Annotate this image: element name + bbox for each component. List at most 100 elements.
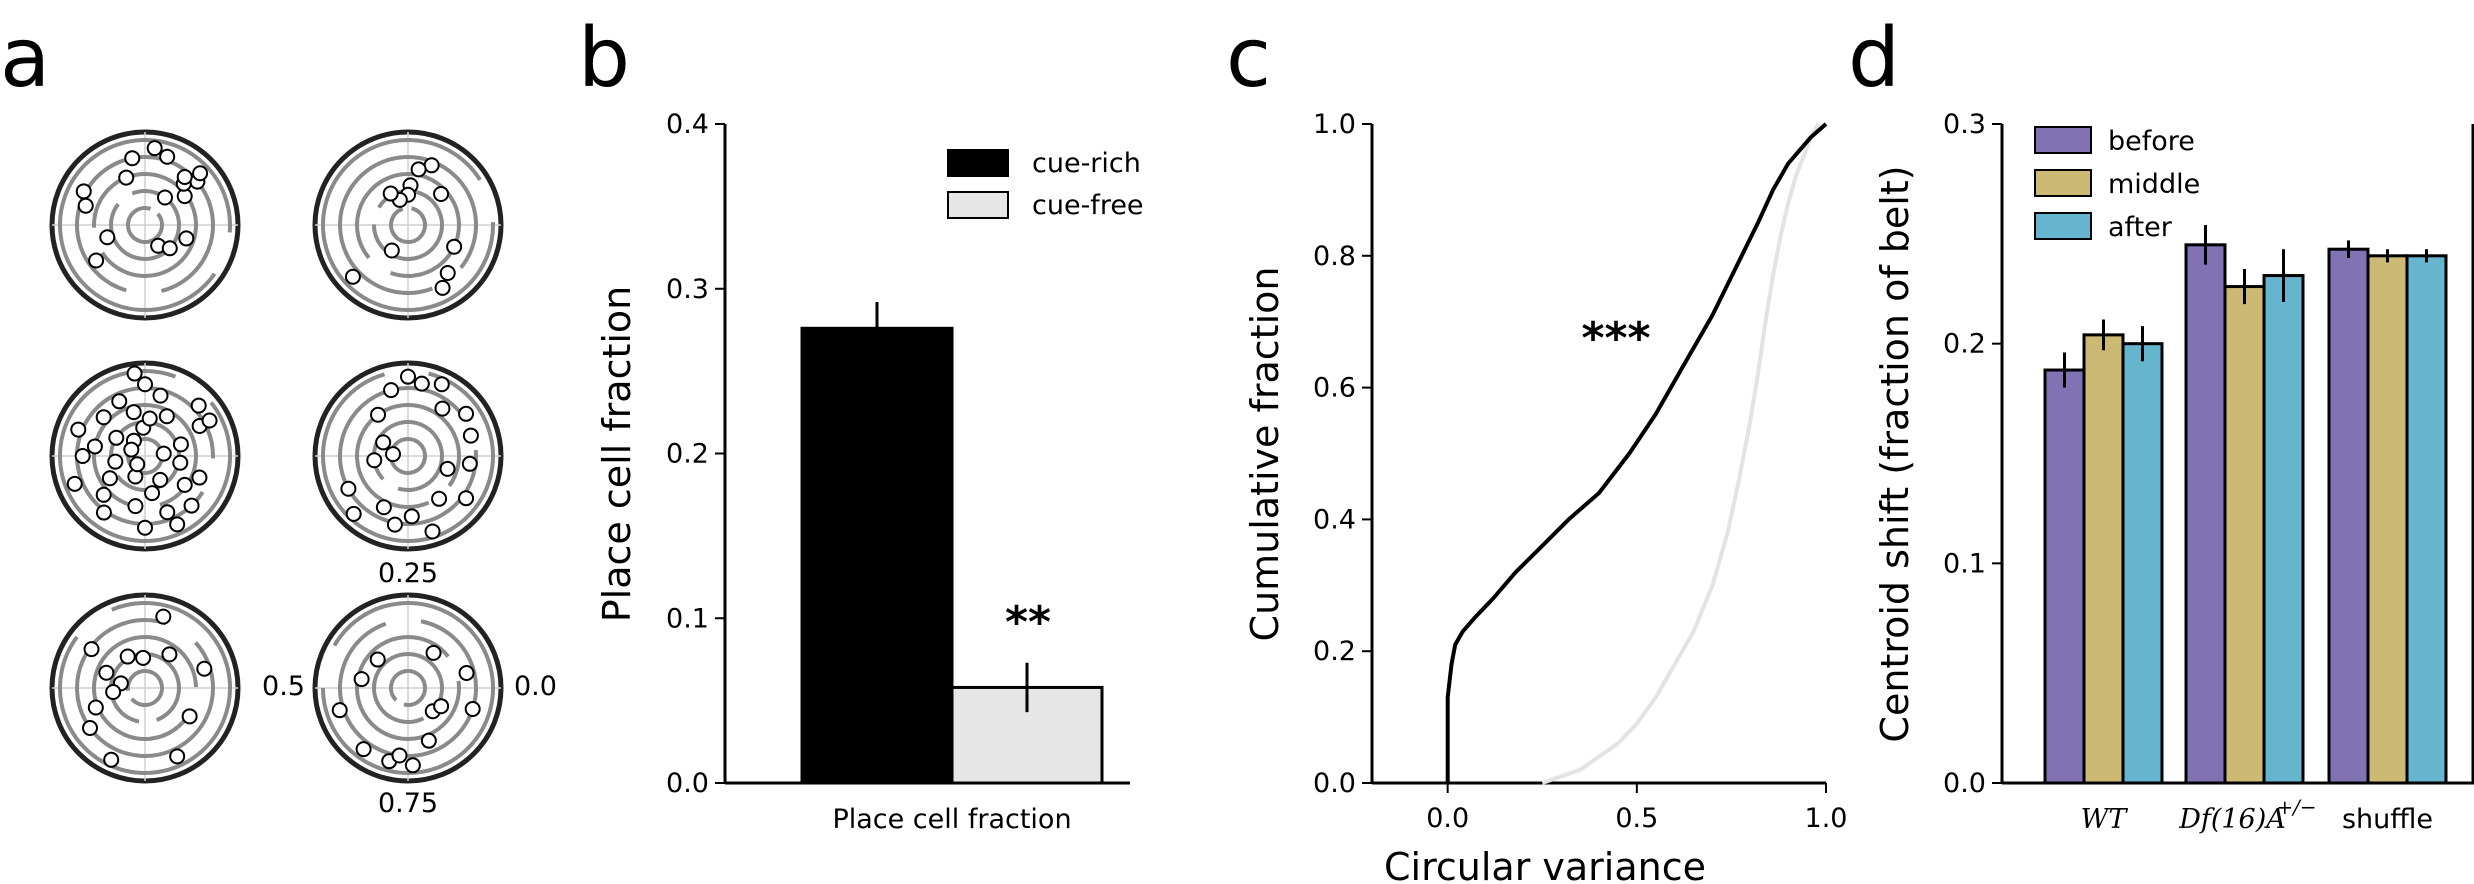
polar-point: [137, 376, 153, 393]
polar-label-right: 0.0: [514, 671, 557, 702]
d-bar-before: [2184, 243, 2227, 785]
polar-ring: [389, 669, 427, 707]
polar-point: [424, 523, 441, 540]
polar-point: [111, 393, 128, 410]
polar-ring: [126, 437, 164, 475]
polar-point: [124, 150, 141, 167]
polar-ring: [389, 206, 427, 244]
polar-point: [135, 649, 152, 666]
b-legend-swatch-cue-free: [947, 191, 1009, 219]
polar-point: [433, 185, 450, 202]
b-y-tick-label: 0.4: [666, 109, 709, 140]
polar-point: [159, 504, 176, 521]
polar-point: [331, 702, 348, 719]
polar-point: [386, 516, 403, 533]
polar-ring: [92, 635, 198, 741]
polar-point: [391, 747, 408, 764]
d-y-tick-label: 0.3: [1943, 109, 1986, 140]
polar-label-left: 0.5: [262, 671, 305, 702]
polar-point: [169, 516, 186, 533]
polar-point: [370, 406, 387, 423]
polar-ring: [58, 601, 232, 775]
polar-ring: [355, 172, 461, 278]
polar-point: [169, 748, 186, 765]
polar-ring: [75, 618, 215, 758]
polar-point: [101, 470, 118, 487]
polar-ring: [338, 155, 478, 295]
d-x-tick-label: WT: [2081, 804, 2129, 835]
polar-point: [98, 664, 115, 681]
polar-point: [400, 368, 416, 385]
b-y-tick-label: 0.1: [666, 603, 709, 634]
polar-point: [410, 161, 427, 178]
c-y-axis-label: Cumulative fraction: [1243, 267, 1287, 642]
polar-point: [385, 446, 402, 463]
polar-plot-2: [312, 129, 504, 321]
polar-ring: [75, 155, 215, 293]
polar-point: [86, 438, 103, 455]
polar-point: [446, 238, 463, 255]
polar-ring: [389, 437, 427, 475]
d-legend-label-middle: middle: [2108, 169, 2200, 200]
polar-point: [423, 157, 440, 174]
polar-point: [81, 719, 98, 736]
d-y-tick-label: 0.2: [1943, 329, 1986, 360]
panel-letter-b: b: [578, 11, 630, 106]
polar-point: [404, 757, 421, 774]
polar-point: [181, 708, 198, 725]
polar-point: [433, 698, 450, 715]
polar-point: [74, 448, 91, 464]
c-x-tick-label: 1.0: [1805, 803, 1848, 834]
polar-point: [129, 456, 146, 473]
polar-point: [172, 454, 189, 471]
polar-point: [375, 499, 392, 516]
polar-plot-1: [49, 129, 241, 321]
polar-point: [458, 405, 475, 422]
d-bar-middle: [2223, 285, 2266, 785]
polar-point: [88, 252, 105, 269]
polar-point: [146, 140, 163, 157]
polar-point: [161, 646, 178, 663]
polar-plot-4: [312, 360, 504, 552]
polar-point: [458, 490, 475, 507]
c-significance: ***: [1581, 313, 1650, 364]
polar-ring: [338, 386, 478, 526]
polar-point: [434, 400, 451, 417]
c-y-tick-label: 1.0: [1313, 109, 1356, 140]
polar-point: [340, 480, 357, 497]
polar-point: [99, 229, 116, 246]
polar-label-top: 0.25: [378, 558, 438, 589]
c-y-tick-label: 0.4: [1313, 504, 1356, 535]
polar-point: [95, 409, 112, 426]
b-legend-swatch-cue-rich: [947, 149, 1009, 177]
polar-point: [107, 453, 124, 470]
polar-point: [461, 455, 478, 472]
polar-point: [375, 434, 392, 451]
d-bar-after: [2121, 342, 2164, 785]
polar-plot-6: [312, 592, 504, 784]
d-bar-after: [2262, 274, 2305, 785]
polar-ring: [372, 652, 444, 724]
d-bar-after: [2405, 254, 2448, 785]
panel-letter-a: a: [0, 11, 50, 106]
d-bar-middle: [2082, 333, 2125, 785]
polar-point: [127, 498, 144, 515]
d-legend-label-before: before: [2108, 126, 2195, 157]
polar-ring: [355, 635, 461, 741]
polar-point: [382, 185, 399, 202]
polar-point: [105, 684, 122, 701]
panel-letter-c: c: [1226, 11, 1271, 106]
b-significance: **: [1005, 597, 1051, 648]
polar-ring: [58, 369, 232, 543]
b-y-tick-label: 0.0: [666, 768, 709, 799]
d-legend-swatch-after: [2034, 212, 2092, 240]
polar-point: [152, 471, 169, 488]
panel-d-grouped-bar-chart: 0.0 0.1 0.2 0.3 WT Df(16)A+/− shuffle Centroid …: [1873, 109, 2474, 835]
polar-point: [420, 732, 437, 749]
polar-point: [118, 169, 135, 186]
polar-point: [95, 504, 112, 521]
polar-point: [178, 230, 195, 247]
polar-ring: [321, 138, 495, 312]
polar-point: [119, 648, 136, 665]
c-series-line-1: [1445, 122, 1828, 783]
